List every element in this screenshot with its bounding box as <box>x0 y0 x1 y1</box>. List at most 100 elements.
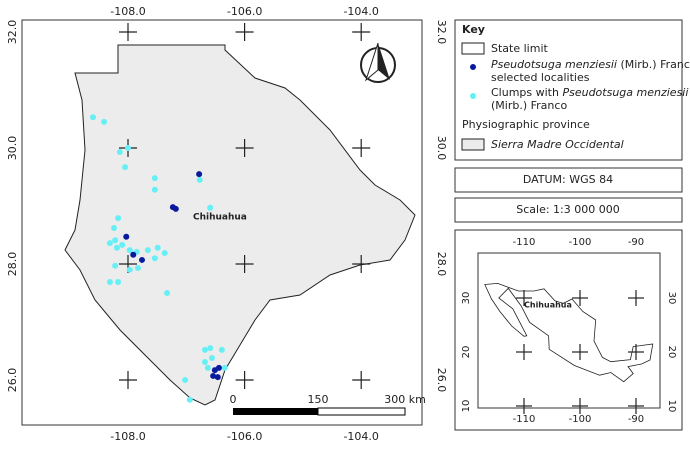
key-label: State limit <box>491 42 548 55</box>
key-swatch <box>461 42 485 55</box>
key-prefix: Clumps with <box>491 86 562 99</box>
clump-point <box>207 204 214 211</box>
key-label: (Mirb.) Franco <box>491 99 567 112</box>
clump-point <box>134 265 141 272</box>
y-tick-label: 32.0 <box>435 20 448 45</box>
clump-point <box>201 346 208 353</box>
clump-point <box>186 396 193 403</box>
y-tick-label: 26.0 <box>6 368 19 393</box>
key-label: Clumps with Pseudotsuga menziesii <box>491 86 688 99</box>
inset-x-tick-label: -100 <box>569 414 592 425</box>
clump-point <box>112 237 119 244</box>
clump-point <box>218 346 225 353</box>
clump-point <box>115 215 122 222</box>
clump-point <box>196 176 203 183</box>
inset-y-tick-label: 10 <box>666 400 677 413</box>
selected-locality <box>210 372 217 379</box>
inset-y-tick-label: 10 <box>461 400 472 413</box>
inset-x-tick-label: -90 <box>628 237 644 248</box>
key-box <box>454 19 683 161</box>
clump-point <box>113 244 120 251</box>
clump-point <box>126 266 133 273</box>
y-tick-label: 32.0 <box>6 20 19 45</box>
clump-point <box>161 249 168 256</box>
clump-point <box>221 364 228 371</box>
clump-point <box>144 247 151 254</box>
key-species: Pseudotsuga menziesii <box>562 86 688 99</box>
clump-point <box>106 278 113 285</box>
inset-y-tick-label: 30 <box>461 292 472 305</box>
selected-locality <box>196 171 203 178</box>
y-tick-label: 26.0 <box>435 368 448 393</box>
scale-label: 150 <box>308 393 329 406</box>
selected-locality <box>214 374 221 381</box>
key-swatch <box>470 93 476 99</box>
clump-point <box>111 225 118 232</box>
x-tick-label: -106.0 <box>227 430 262 443</box>
x-tick-label: -104.0 <box>343 430 378 443</box>
clump-point <box>207 345 214 352</box>
datum-box <box>454 167 683 193</box>
scale-box <box>454 197 683 223</box>
clump-point <box>116 149 123 156</box>
state-outline <box>64 44 416 406</box>
selected-locality <box>130 251 137 258</box>
key-label: Pseudotsuga menziesii (Mirb.) Franco <box>491 58 690 71</box>
inset-y-tick-label: 30 <box>666 292 677 305</box>
clump-point <box>208 354 215 361</box>
clump-point <box>151 255 158 262</box>
x-tick-label: -106.0 <box>227 5 262 18</box>
x-tick-label: -108.0 <box>110 430 145 443</box>
key-heading: Physiographic province <box>462 118 590 131</box>
selected-locality <box>172 205 179 212</box>
clump-point <box>115 278 122 285</box>
y-tick-label: 28.0 <box>6 252 19 277</box>
inset-y-tick-label: 20 <box>666 346 677 359</box>
clump-point <box>164 290 171 296</box>
selected-locality <box>123 233 130 240</box>
datum: DATUM: WGS 84 <box>523 173 613 186</box>
clump-point <box>126 247 133 254</box>
y-tick-label: 30.0 <box>435 136 448 161</box>
x-tick-label: -104.0 <box>343 5 378 18</box>
clump-point <box>154 244 161 251</box>
clump-point <box>112 262 119 269</box>
clump-point <box>182 377 189 383</box>
selected-locality <box>211 367 218 374</box>
clump-point <box>122 164 129 171</box>
y-tick-label: 28.0 <box>435 252 448 277</box>
key-label: selected localities <box>491 71 590 84</box>
scale-bar <box>233 407 406 416</box>
selected-locality <box>138 256 145 263</box>
inset-x-tick-label: -110 <box>513 414 536 425</box>
scale-label: 300 km <box>384 393 426 406</box>
mexico-outline <box>484 282 654 383</box>
key-title: Key <box>462 23 485 36</box>
inset-y-tick-label: 20 <box>461 346 472 359</box>
scale-label: 0 <box>230 393 237 406</box>
x-tick-label: -108.0 <box>110 5 145 18</box>
clump-point <box>125 145 131 151</box>
north-arrow <box>360 42 396 83</box>
key-species: Pseudotsuga menziesii <box>491 58 617 71</box>
clump-point <box>106 240 113 247</box>
inset-city-label: Chihuahua <box>524 301 572 310</box>
clump-point <box>204 364 211 371</box>
key-label: Sierra Madre Occidental <box>491 138 624 151</box>
key-author: (Mirb.) Franco <box>617 58 690 71</box>
inset-x-tick-label: -100 <box>569 237 592 248</box>
key-swatch <box>461 138 485 151</box>
clump-point <box>151 175 158 182</box>
clump-point <box>151 186 158 193</box>
clump-point <box>90 114 97 121</box>
clump-point <box>201 359 208 366</box>
key-swatch <box>470 64 476 70</box>
city-label: Chihuahua <box>193 213 247 223</box>
inset-x-tick-label: -110 <box>513 237 536 248</box>
inset-x-tick-label: -90 <box>628 414 644 425</box>
clump-point <box>101 118 108 125</box>
scale: Scale: 1:3 000 000 <box>516 203 620 216</box>
y-tick-label: 30.0 <box>6 136 19 161</box>
clump-point <box>119 241 126 248</box>
